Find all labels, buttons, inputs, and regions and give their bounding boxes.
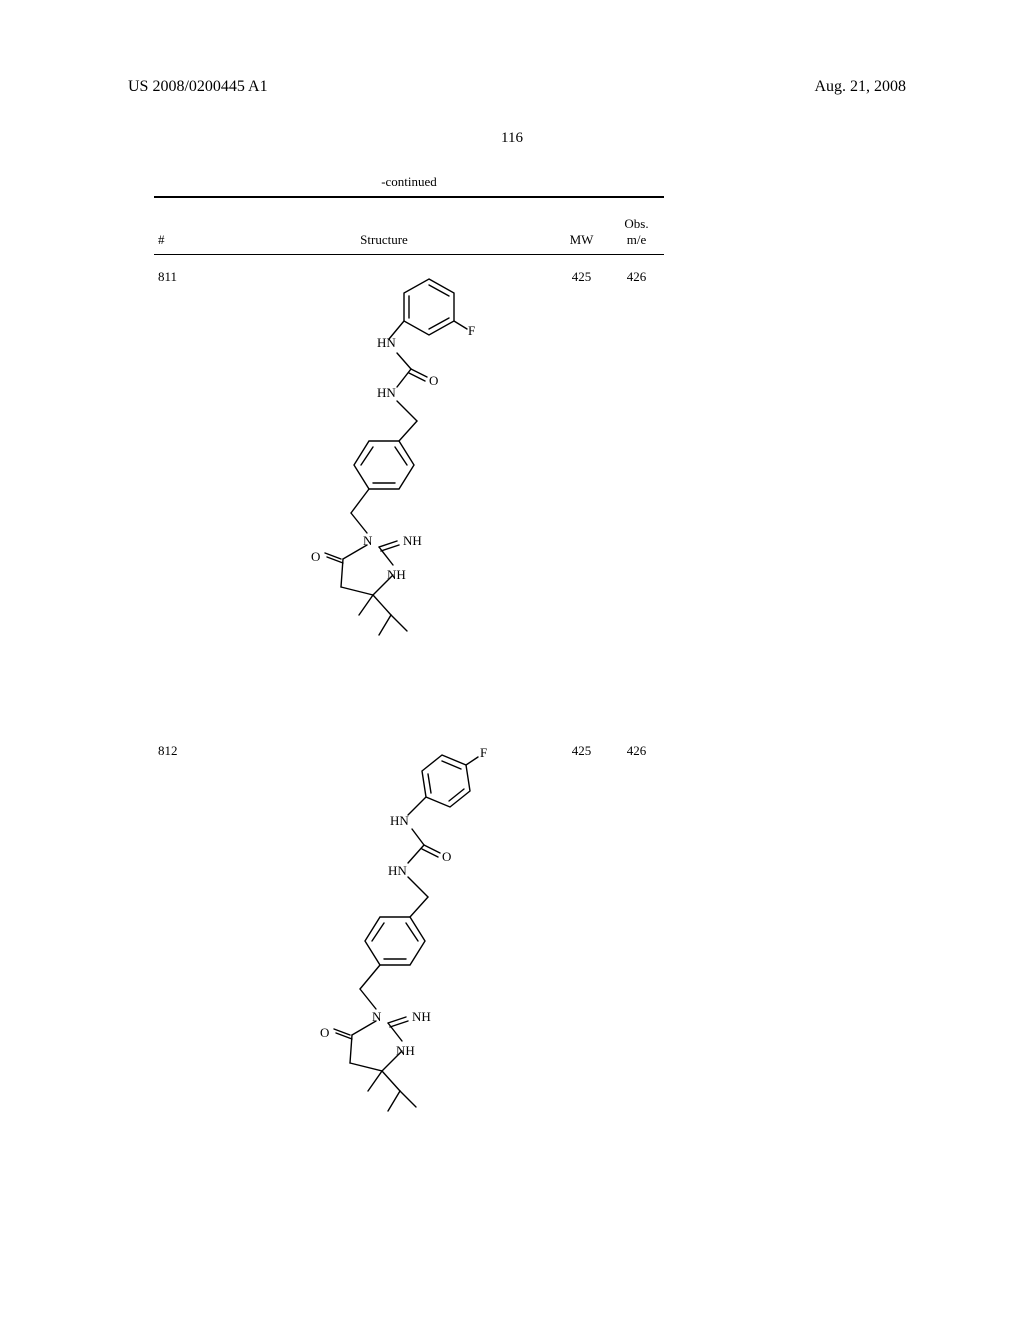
label-HN: HN [377,385,396,400]
compound-mw: 425 [554,743,609,759]
col-obs-head: Obs. m/e [609,216,664,248]
page-header: US 2008/0200445 A1 Aug. 21, 2008 [0,78,1024,96]
label-N: N [372,1009,382,1024]
table-row: 812 [154,729,664,1143]
col-num-head: # [154,232,214,248]
label-NH: NH [412,1009,431,1024]
label-N: N [363,533,373,548]
doc-number: US 2008/0200445 A1 [128,78,268,96]
row-gap [154,659,664,729]
col-obs-head-top: Obs. [609,216,664,232]
compound-obs: 426 [609,269,664,285]
compound-number: 811 [154,269,214,285]
compound-obs: 426 [609,743,664,759]
doc-date: Aug. 21, 2008 [814,78,906,96]
label-NH: NH [396,1043,415,1058]
label-Odbl: O [320,1025,329,1040]
label-F: F [468,323,475,338]
table-row: 811 [154,255,664,659]
structure-811: HN F O HN N NH NH O [279,269,489,659]
col-obs-head-bot: m/e [609,232,664,248]
structure-812: F HN O HN N NH NH O [274,743,494,1143]
structure-cell: HN F O HN N NH NH O [214,269,554,659]
col-mw-head: MW [554,232,609,248]
label-HN: HN [390,813,409,828]
label-HN: HN [377,335,396,350]
table-head: # Structure MW Obs. m/e [154,198,664,254]
compound-mw: 425 [554,269,609,285]
page-number: 116 [0,130,1024,147]
structure-cell: F HN O HN N NH NH O [214,743,554,1143]
label-NH: NH [387,567,406,582]
label-O: O [442,849,451,864]
label-Odbl: O [311,549,320,564]
label-NH: NH [403,533,422,548]
compound-number: 812 [154,743,214,759]
continued-label: -continued [154,174,664,190]
label-O: O [429,373,438,388]
label-HN: HN [388,863,407,878]
col-structure-head: Structure [214,232,554,248]
label-F: F [480,745,487,760]
compound-table: -continued # Structure MW Obs. m/e 811 [154,174,664,1143]
